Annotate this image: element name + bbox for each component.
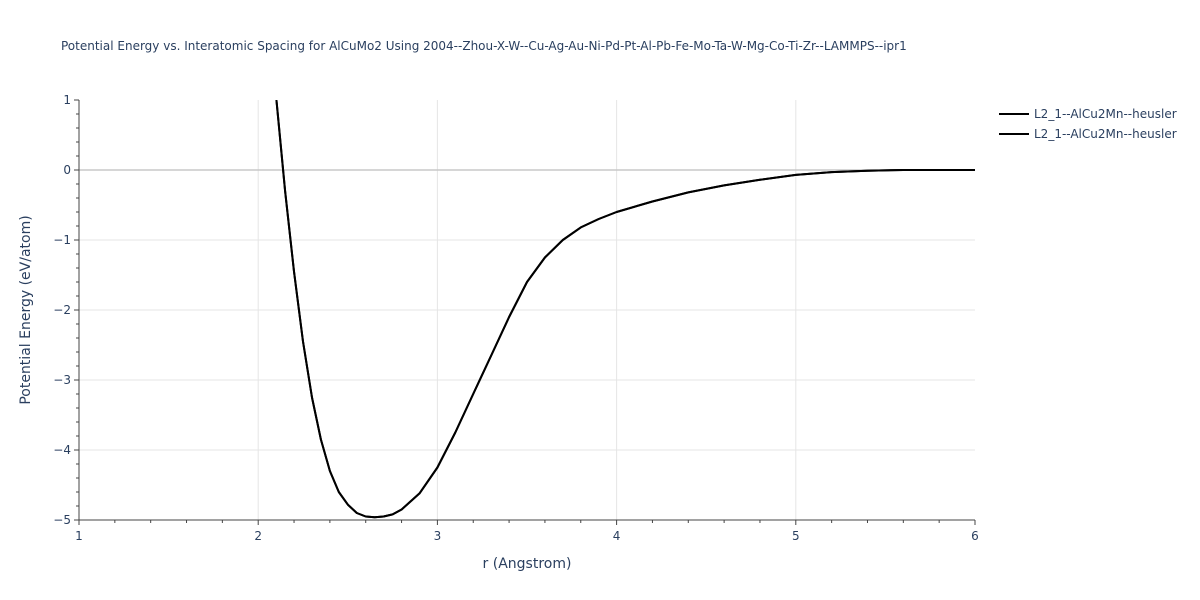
axes: 1 2 3 4 5 6 1 0 −1 −2 −3 −4 −5 (53, 93, 979, 543)
x-tick-label: 4 (613, 529, 621, 543)
series-lines (275, 100, 975, 519)
y-tick-label: −3 (53, 373, 71, 387)
series-line-1 (275, 100, 975, 519)
y-tick-label: 0 (63, 163, 71, 177)
y-tick-label: 1 (63, 93, 71, 107)
legend-label[interactable]: L2_1--AlCu2Mn--heusler (1034, 107, 1177, 121)
x-tick-label: 3 (434, 529, 442, 543)
x-tick-label: 1 (75, 529, 83, 543)
x-tick-label: 2 (254, 529, 262, 543)
y-tick-label: −2 (53, 303, 71, 317)
x-tick-label: 5 (792, 529, 800, 543)
y-tick-label: −5 (53, 513, 71, 527)
grid (79, 100, 975, 520)
y-tick-label: −4 (53, 443, 71, 457)
y-axis-title: Potential Energy (eV/atom) (18, 215, 34, 404)
legend[interactable]: L2_1--AlCu2Mn--heusler L2_1--AlCu2Mn--heu… (999, 107, 1177, 141)
series-line-2 (275, 100, 975, 519)
x-axis-title: r (Angstrom) (483, 556, 572, 572)
y-tick-label: −1 (53, 233, 71, 247)
chart-title: Potential Energy vs. Interatomic Spacing… (61, 39, 907, 53)
legend-label[interactable]: L2_1--AlCu2Mn--heusler (1034, 127, 1177, 141)
x-tick-label: 6 (971, 529, 979, 543)
